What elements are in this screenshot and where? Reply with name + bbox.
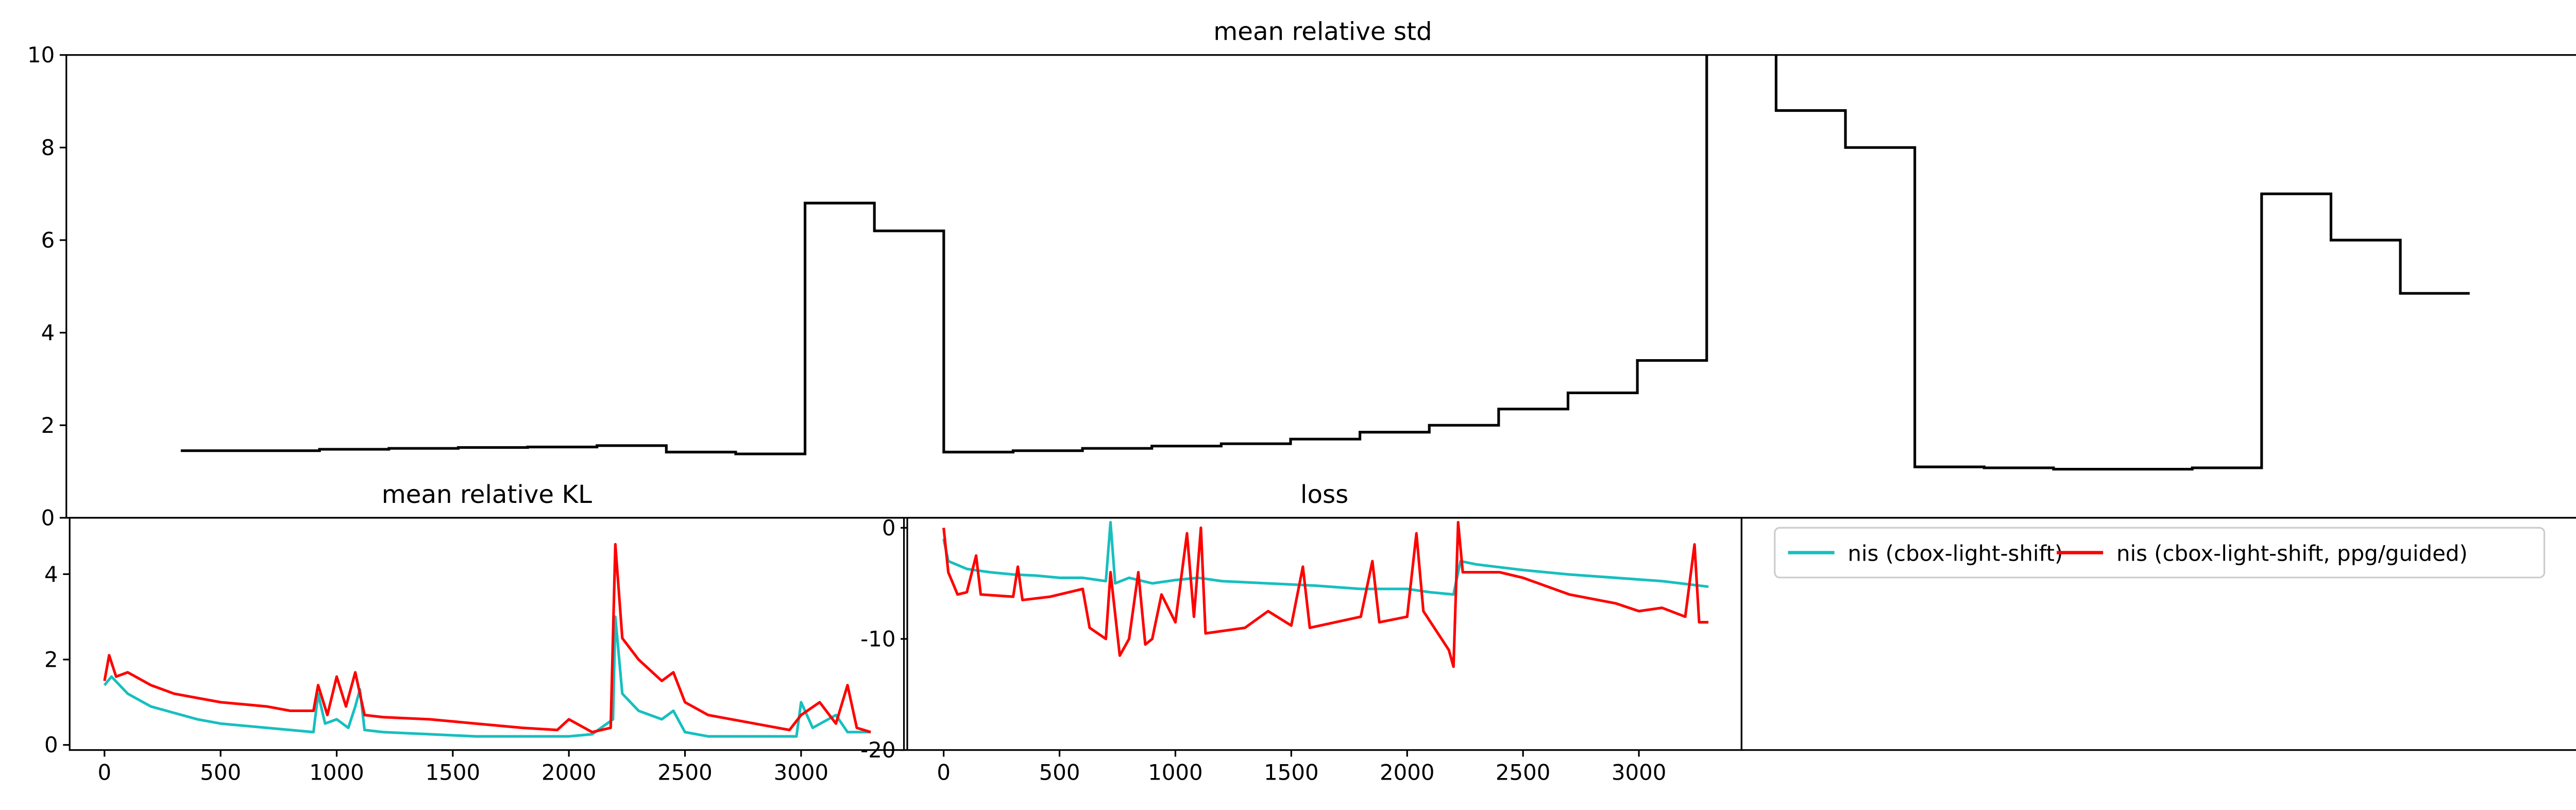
y-tick-label: 4 (44, 562, 58, 587)
y-tick-label: 0 (882, 515, 896, 541)
y-tick-label: 6 (41, 227, 55, 252)
x-tick-label: 2000 (1380, 760, 1434, 785)
y-tick-label: 0 (44, 732, 58, 757)
legend-label: nis (cbox-light-shift, ppg/guided) (2116, 541, 2468, 566)
chart-title: loss (1300, 480, 1348, 509)
x-tick-label: 1000 (1148, 760, 1203, 785)
step-line (180, 55, 2470, 471)
y-tick-label: 2 (41, 413, 55, 438)
y-tick-label: -10 (860, 626, 895, 651)
x-tick-label: 2500 (1496, 760, 1551, 785)
x-tick-label: 500 (200, 760, 241, 785)
x-tick-label: 0 (98, 760, 112, 785)
x-tick-label: 1000 (309, 760, 364, 785)
x-tick-label: 2500 (657, 760, 713, 785)
y-tick-label: 0 (41, 505, 55, 530)
legend-box (1774, 527, 2546, 579)
series-line (942, 520, 1709, 668)
series-line (103, 543, 871, 734)
x-tick-label: 1500 (1264, 760, 1319, 785)
legend: nis (cbox-light-shift) nis (cbox-light-sh… (1774, 527, 2546, 579)
x-tick-label: 2000 (541, 760, 597, 785)
y-tick-label: -20 (860, 737, 895, 763)
y-tick-label: 2 (44, 647, 58, 672)
x-tick-label: 0 (937, 760, 951, 785)
axes-frame (69, 517, 905, 751)
y-tick-label: 8 (41, 135, 55, 160)
x-tick-label: 500 (1039, 760, 1080, 785)
series-line (942, 520, 1709, 596)
x-tick-label: 3000 (774, 760, 828, 785)
legend-label: nis (cbox-light-shift) (1848, 541, 2063, 566)
chart-title: mean relative KL (382, 480, 592, 509)
x-tick-label: 3000 (1612, 760, 1667, 785)
y-tick-label: 10 (27, 42, 55, 68)
axes-frame (906, 517, 1742, 751)
x-tick-label: 1500 (426, 760, 481, 785)
y-tick-label: 4 (41, 320, 55, 345)
chart-title: mean relative std (1213, 18, 1432, 46)
series-line (103, 615, 871, 738)
